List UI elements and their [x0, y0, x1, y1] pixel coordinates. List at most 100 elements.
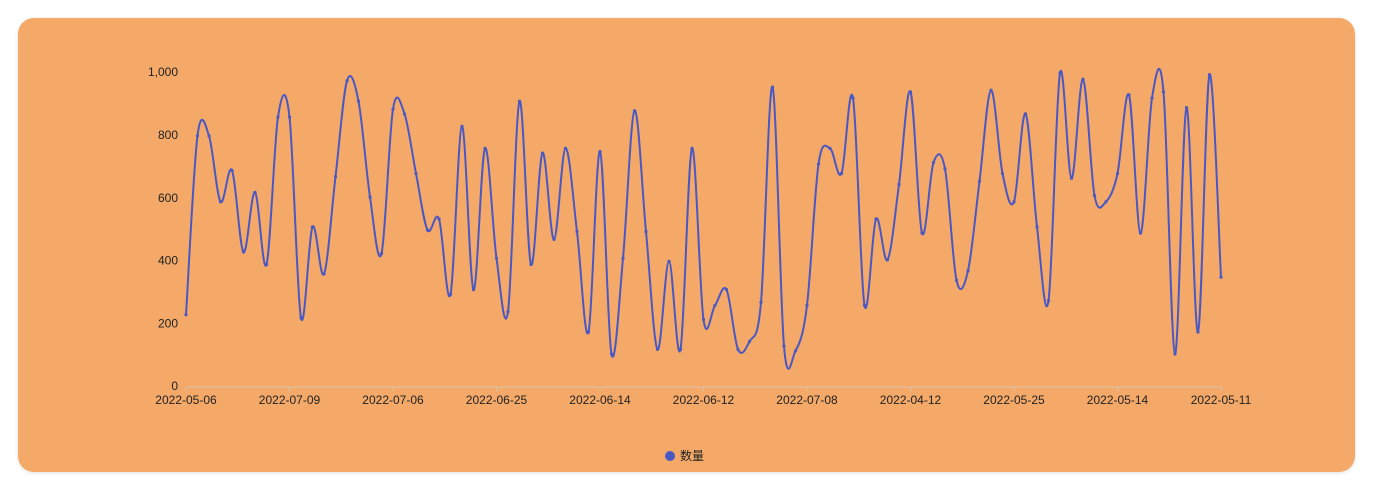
point — [759, 300, 763, 304]
point — [1081, 77, 1085, 81]
point — [1138, 231, 1143, 235]
x-tick-label: 2022-06-25 — [466, 393, 528, 407]
point — [1012, 200, 1016, 204]
point — [1092, 193, 1097, 198]
x-tick-label: 2022-05-06 — [155, 393, 217, 407]
x-tick-label: 2022-06-12 — [673, 393, 735, 407]
point — [851, 96, 855, 100]
point — [575, 229, 579, 234]
point — [621, 256, 625, 260]
y-tick-label: 600 — [158, 191, 178, 205]
point — [885, 258, 890, 262]
point — [713, 303, 717, 307]
point — [989, 88, 993, 92]
x-tick-label: 2022-05-25 — [983, 393, 1045, 407]
point — [977, 179, 982, 183]
x-tick-label: 2022-05-11 — [1191, 393, 1252, 407]
point — [391, 107, 395, 111]
point — [690, 146, 694, 150]
point — [241, 250, 246, 254]
point — [701, 317, 706, 322]
point — [287, 115, 292, 119]
point — [299, 316, 303, 320]
point — [540, 151, 545, 155]
point — [471, 288, 476, 292]
point — [368, 195, 372, 199]
point — [460, 124, 464, 128]
point — [425, 228, 430, 232]
point — [1161, 90, 1166, 94]
point — [1184, 105, 1189, 110]
point — [632, 109, 637, 113]
point — [379, 251, 384, 256]
point — [667, 259, 671, 263]
point — [184, 313, 188, 317]
point — [1023, 112, 1028, 116]
point — [609, 352, 614, 356]
point — [874, 217, 878, 221]
point — [747, 339, 752, 344]
point — [1196, 330, 1200, 334]
point — [828, 146, 832, 150]
point — [1115, 171, 1120, 176]
point — [644, 229, 648, 234]
point — [264, 262, 269, 267]
point — [805, 303, 809, 307]
point — [276, 115, 280, 119]
y-tick-label: 0 — [171, 379, 178, 393]
line-series — [185, 67, 1222, 370]
point — [552, 237, 556, 242]
point — [943, 167, 947, 171]
point — [310, 225, 315, 229]
point — [678, 347, 683, 351]
x-tick-label: 2022-04-12 — [880, 393, 942, 407]
x-tick-label: 2022-07-08 — [776, 393, 838, 407]
point — [218, 200, 223, 204]
point — [494, 256, 499, 260]
point — [1035, 225, 1039, 229]
point — [1000, 171, 1005, 176]
point — [839, 171, 844, 176]
point — [862, 303, 867, 307]
point — [322, 272, 326, 276]
point — [230, 168, 234, 172]
x-tick-label: 2022-07-09 — [259, 393, 321, 407]
y-tick-label: 200 — [158, 316, 178, 330]
point — [195, 134, 200, 138]
y-tick-label: 400 — [158, 254, 178, 268]
point — [724, 288, 729, 292]
y-tick-label: 800 — [158, 128, 178, 142]
point — [920, 231, 924, 235]
point — [1127, 93, 1131, 97]
point — [402, 112, 407, 116]
point — [1058, 71, 1062, 75]
point — [1207, 72, 1212, 77]
y-tick-label: 1,000 — [148, 65, 178, 79]
point — [908, 90, 913, 94]
point — [563, 146, 568, 150]
point — [1219, 275, 1223, 279]
point — [529, 262, 533, 267]
point — [598, 149, 602, 154]
point — [655, 347, 660, 351]
legend-label: 数量 — [680, 448, 704, 463]
point — [1150, 96, 1154, 100]
point — [736, 347, 740, 351]
point — [897, 182, 901, 187]
point — [782, 344, 786, 348]
point — [483, 146, 487, 150]
point — [1173, 352, 1177, 356]
point — [966, 269, 970, 273]
point — [345, 79, 349, 83]
point — [253, 190, 257, 194]
point — [506, 310, 510, 314]
point — [1069, 176, 1074, 180]
point — [333, 175, 338, 179]
point — [437, 217, 441, 221]
x-tick-label: 2022-07-06 — [362, 393, 424, 407]
point — [356, 99, 361, 103]
point — [793, 349, 798, 353]
legend-marker — [665, 451, 675, 461]
